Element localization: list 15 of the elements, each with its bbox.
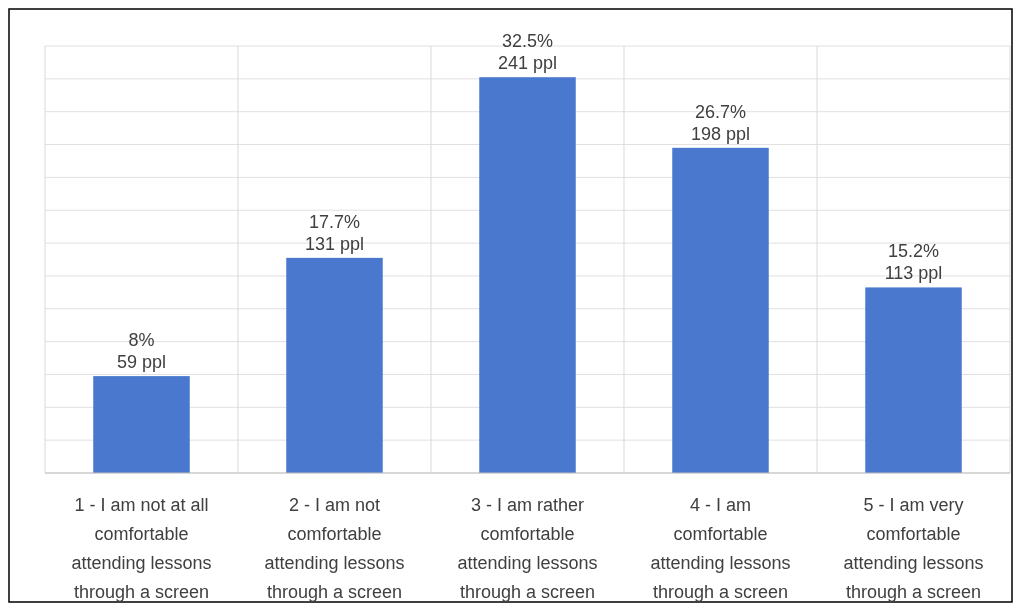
x-tick-label: 5 - I am very comfortable attending lessons through a screen xyxy=(843,495,984,602)
x-tick-label: 4 - I am comfortable attending lessons through a screen xyxy=(650,495,791,602)
data-label: 17.7% 131 ppl xyxy=(304,211,365,254)
bar xyxy=(286,257,383,473)
x-tick-label: 2 - I am not comfortable attending lessons through a screen xyxy=(264,495,405,602)
data-label: 26.7% 198 ppl xyxy=(690,101,751,144)
bar xyxy=(479,77,576,473)
x-tick-label: 1 - I am not at all comfortable attending lessons through a screen xyxy=(71,495,212,602)
bar xyxy=(865,287,962,473)
data-label: 15.2% 113 ppl xyxy=(884,241,943,284)
bar xyxy=(93,376,190,473)
x-tick-label: 3 - I am rather comfortable attending lessons through a screen xyxy=(457,495,598,602)
data-label: 8% 59 ppl xyxy=(116,330,167,373)
data-label: 32.5% 241 ppl xyxy=(497,31,558,74)
bar xyxy=(672,147,769,473)
